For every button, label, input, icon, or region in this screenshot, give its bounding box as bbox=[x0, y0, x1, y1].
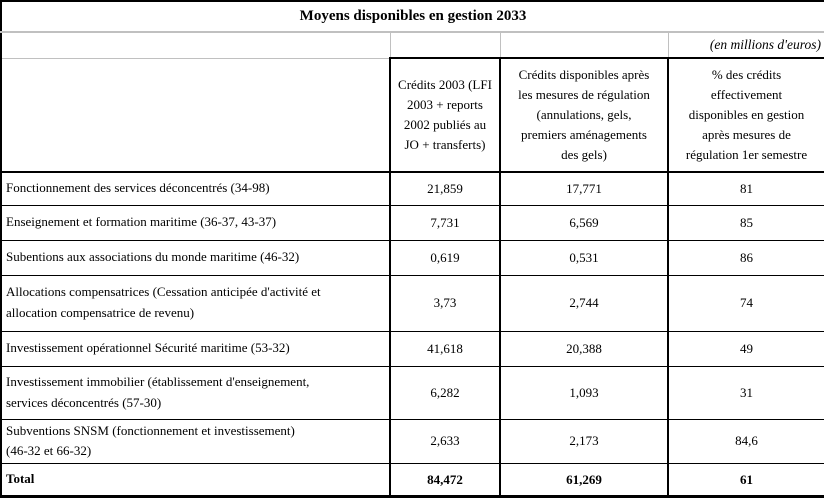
cell-credits-2003: 0,619 bbox=[389, 239, 501, 276]
cell-credits-2003: 41,618 bbox=[389, 330, 501, 367]
header-pct-disponibles: % des crédits effectivement disponibles … bbox=[666, 57, 824, 173]
table-title: Moyens disponibles en gestion 2033 bbox=[1, 1, 824, 33]
total-credits-2003: 84,472 bbox=[389, 463, 501, 498]
header-row: Crédits 2003 (LFI 2003 + reports 2002 pu… bbox=[0, 57, 824, 173]
row-label: Investissement opérationnel Sécurité mar… bbox=[0, 330, 391, 367]
cell-credits-2003: 3,73 bbox=[389, 274, 501, 332]
cell-pct-disponibles: 81 bbox=[666, 171, 824, 206]
table-row: Fonctionnement des services déconcentrés… bbox=[0, 171, 824, 206]
cell-pct-disponibles: 74 bbox=[666, 274, 824, 332]
units-empty-cell-2 bbox=[389, 32, 501, 59]
row-label: Subventions SNSM (fonctionnement et inve… bbox=[0, 418, 391, 465]
cell-credits-2003: 2,633 bbox=[389, 418, 501, 465]
table-row: Enseignement et formation maritime (36-3… bbox=[0, 204, 824, 241]
cell-credits-2003: 21,859 bbox=[389, 171, 501, 206]
header-credits-disponibles: Crédits disponibles après les mesures de… bbox=[499, 57, 669, 173]
cell-credits-disponibles: 17,771 bbox=[499, 171, 669, 206]
total-label: Total bbox=[0, 463, 391, 498]
table-row: Investissement opérationnel Sécurité mar… bbox=[0, 330, 824, 367]
row-label: Subentions aux associations du monde mar… bbox=[0, 239, 391, 276]
units-row: (en millions d'euros) bbox=[0, 32, 824, 59]
table-title-row: Moyens disponibles en gestion 2033 bbox=[1, 1, 824, 33]
row-label: Fonctionnement des services déconcentrés… bbox=[0, 171, 391, 206]
cell-credits-disponibles: 0,531 bbox=[499, 239, 669, 276]
units-empty-cell-1 bbox=[0, 32, 391, 59]
header-corner-cell bbox=[0, 57, 391, 173]
units-note: (en millions d'euros) bbox=[667, 32, 824, 59]
cell-credits-disponibles: 6,569 bbox=[499, 204, 669, 241]
table-row: Investissement immobilier (établissement… bbox=[0, 365, 824, 420]
total-row: Total 84,472 61,269 61 bbox=[0, 463, 824, 498]
total-pct-disponibles: 61 bbox=[666, 463, 824, 498]
units-empty-cell-3 bbox=[499, 32, 669, 59]
row-label: Enseignement et formation maritime (36-3… bbox=[0, 204, 391, 241]
table-row: Subentions aux associations du monde mar… bbox=[0, 239, 824, 276]
cell-credits-disponibles: 1,093 bbox=[499, 365, 669, 420]
cell-credits-disponibles: 2,173 bbox=[499, 418, 669, 465]
cell-pct-disponibles: 31 bbox=[666, 365, 824, 420]
cell-credits-2003: 6,282 bbox=[389, 365, 501, 420]
row-label: Allocations compensatrices (Cessation an… bbox=[0, 274, 391, 332]
cell-pct-disponibles: 86 bbox=[666, 239, 824, 276]
row-label: Investissement immobilier (établissement… bbox=[0, 365, 391, 420]
cell-pct-disponibles: 85 bbox=[666, 204, 824, 241]
cell-credits-disponibles: 20,388 bbox=[499, 330, 669, 367]
table-row: Allocations compensatrices (Cessation an… bbox=[0, 274, 824, 332]
table-row: Subventions SNSM (fonctionnement et inve… bbox=[0, 418, 824, 465]
cell-pct-disponibles: 84,6 bbox=[666, 418, 824, 465]
total-credits-disponibles: 61,269 bbox=[499, 463, 669, 498]
cell-pct-disponibles: 49 bbox=[666, 330, 824, 367]
cell-credits-2003: 7,731 bbox=[389, 204, 501, 241]
cell-credits-disponibles: 2,744 bbox=[499, 274, 669, 332]
header-credits-2003: Crédits 2003 (LFI 2003 + reports 2002 pu… bbox=[389, 57, 501, 173]
